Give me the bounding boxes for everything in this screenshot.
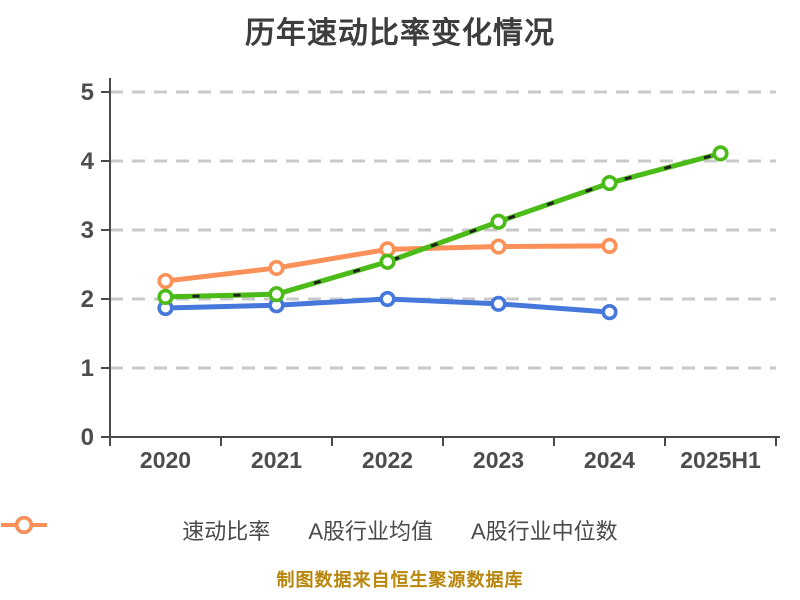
data-source-note: 制图数据来自恒生聚源数据库	[276, 570, 524, 590]
chart-title: 历年速动比率变化情况	[245, 17, 555, 50]
y-tick-label-1: 1	[81, 355, 94, 382]
line-chart-plot-area: 0 1 2 3 4 5 2020 2021 2022 2023 2024 2025H1	[81, 78, 780, 473]
data-point-quick-ratio-2025H1	[712, 145, 729, 162]
data-point-quick-ratio-2024	[601, 174, 618, 192]
data-point-industry-median-2021	[268, 259, 285, 277]
data-point-industry-average-2023	[490, 295, 507, 312]
data-point-quick-ratio-2022	[379, 253, 396, 270]
legend-label-industry-median: A股行业中位数	[471, 519, 618, 544]
chart-legend: 速动比率 A股行业均值 A股行业中位数	[0, 514, 800, 546]
y-tick-label-0: 0	[81, 424, 94, 451]
y-tick-label-4: 4	[81, 148, 95, 175]
y-tick-label-2: 2	[81, 286, 94, 313]
data-point-quick-ratio-2023	[490, 213, 507, 230]
data-point-industry-average-2022	[379, 290, 396, 308]
data-point-industry-median-2024	[601, 237, 618, 254]
data-point-industry-median-2023	[490, 238, 507, 255]
legend-item-quick-ratio: 速动比率	[1, 514, 271, 546]
y-tick-label-5: 5	[81, 79, 94, 106]
data-point-industry-median-2020	[157, 272, 174, 290]
legend-item-industry-median: A股行业中位数	[1, 514, 618, 546]
data-point-industry-average-2024	[601, 304, 618, 321]
data-point-quick-ratio-2020	[157, 288, 174, 306]
x-tick-label-2023: 2023	[473, 447, 524, 473]
legend-item-industry-average: A股行业均值	[1, 514, 433, 546]
y-tick-label-3: 3	[81, 217, 94, 244]
legend-marker-industry-median	[1, 516, 47, 534]
x-tick-label-2024: 2024	[584, 447, 635, 473]
legend-label-quick-ratio: 速动比率	[182, 519, 271, 544]
x-tick-label-2021: 2021	[251, 447, 302, 473]
x-tick-label-2025H1: 2025H1	[680, 447, 761, 473]
series-line-quick-ratio	[163, 150, 723, 300]
data-point-quick-ratio-2021	[268, 286, 285, 303]
series-line-overlay-quick-ratio	[165, 151, 721, 299]
x-tick-label-2020: 2020	[140, 447, 191, 473]
legend-label-industry-average: A股行业均值	[308, 519, 433, 544]
x-tick-label-2022: 2022	[362, 447, 413, 473]
